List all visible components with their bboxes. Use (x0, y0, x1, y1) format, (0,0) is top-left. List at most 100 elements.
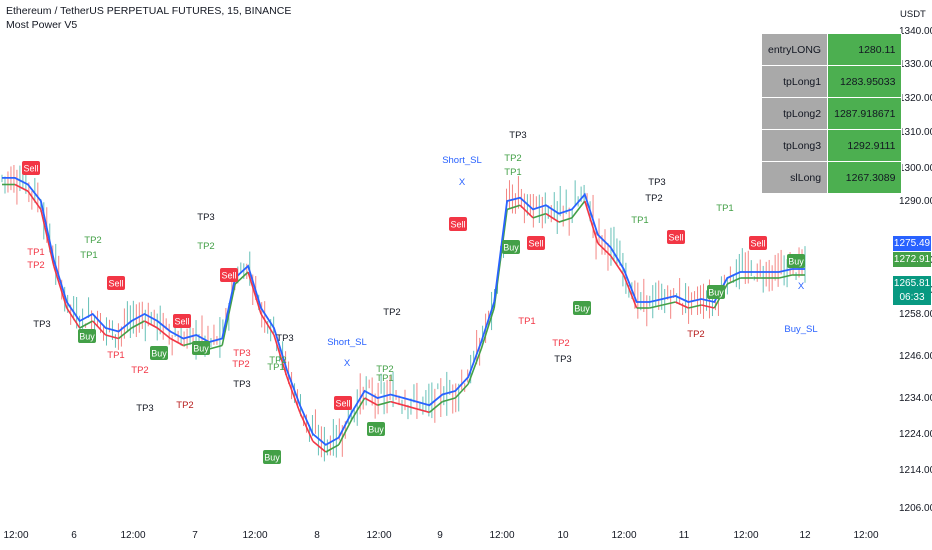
last-price-tag: 1265.81 (893, 276, 931, 291)
chart-annotation: TP2 (269, 355, 286, 366)
trend-line-segment (144, 320, 158, 329)
chart-annotation: TP3 (554, 354, 571, 365)
trend-line-segment (662, 301, 676, 306)
trend-line-segment (649, 304, 663, 309)
signal-badge-sell (22, 161, 40, 175)
signal-table-value: 1280.11 (827, 33, 903, 66)
chart-annotation: TP1 (80, 250, 97, 261)
chart-annotation: X (344, 358, 351, 369)
signal-badge-label: Sell (450, 220, 465, 230)
signal-badge-sell (107, 276, 125, 290)
signal-badge-label: Sell (23, 164, 38, 174)
trend-line-segment (571, 200, 586, 219)
signal-table-value: 1267.3089 (827, 161, 903, 194)
chart-annotation: TP3 (648, 177, 665, 188)
signal-badge-sell (749, 236, 767, 250)
trend-line-segment (675, 301, 689, 309)
trend-line-segment (40, 209, 55, 267)
trend-line-segment (66, 307, 81, 329)
signal-badge-buy (367, 422, 385, 436)
chart-annotation: TP2 (552, 338, 569, 349)
trend-line-segment (156, 327, 171, 340)
chart-annotation: TP2 (687, 329, 704, 340)
signal-table-row: slLong 1267.3089 (760, 161, 903, 194)
chart-annotation: TP1 (518, 316, 535, 327)
signal-badge-label: Buy (574, 304, 590, 314)
y-tick-label: 1310.00 (899, 127, 932, 138)
y-tick-label: 1246.00 (899, 351, 932, 362)
signal-table: entryLONG 1280.11 tpLong1 1283.95033 tpLong2… (760, 33, 903, 194)
signal-badge-label: Buy (368, 425, 384, 435)
chart-annotation: TP1 (27, 247, 44, 258)
signal-badge-sell (449, 217, 467, 231)
chart-annotation: Short_SL (327, 337, 367, 348)
trend-line-segment (27, 190, 42, 210)
trend-line-segment (688, 304, 702, 309)
trend-line-segment (14, 183, 29, 192)
trend-line-segment (92, 320, 107, 336)
signal-badge-buy (707, 285, 725, 299)
trend-line-segment (247, 271, 262, 315)
x-tick-label: 12:00 (489, 530, 514, 541)
x-tick-label: 11 (679, 530, 690, 541)
chart-annotation: TP2 (376, 364, 393, 375)
signal-badge-label: Buy (788, 257, 804, 267)
trend-line-segment (169, 337, 184, 347)
trend-line-segment (79, 320, 94, 329)
x-tick-label: 10 (557, 530, 569, 541)
countdown-tag: 06:33 (893, 290, 931, 305)
chart-annotation: TP2 (197, 241, 214, 252)
trend-line-segment (325, 444, 340, 453)
trend-line-segment (778, 274, 793, 279)
y-tick-label: 1340.00 (899, 26, 932, 37)
signal-badge-buy (150, 346, 168, 360)
trend-line-segment (545, 212, 560, 223)
trend-line-segment (467, 348, 482, 385)
currency-label: USDT (900, 9, 926, 20)
chart-header: Ethereum / TetherUS PERPETUAL FUTURES, 1… (6, 4, 291, 32)
signal-badge-label: Buy (264, 453, 280, 463)
chart-annotation: TP1 (504, 167, 521, 178)
y-tick-label: 1234.00 (899, 393, 932, 404)
signal-badge-label: Sell (750, 239, 765, 249)
chart-annotation: TP3 (276, 333, 293, 344)
trend-line-segment (584, 200, 599, 244)
signal-badge-buy (192, 341, 210, 355)
chart-annotation: TP3 (509, 130, 526, 141)
trend-line-segment (273, 334, 288, 378)
trend-line-segment (377, 400, 391, 406)
chart-annotation: TP3 (197, 212, 214, 223)
trend-line-segment (260, 313, 275, 336)
indicator-name[interactable]: Most Power V5 (6, 19, 78, 31)
signal-badge-sell (527, 236, 545, 250)
y-tick-label: 1320.00 (899, 93, 932, 104)
signal-badge-buy (573, 301, 591, 315)
signal-table-label: tpLong3 (760, 129, 829, 162)
y-tick-label: 1214.00 (899, 465, 932, 476)
signal-badge-label: Buy (503, 243, 519, 253)
signal-table-value: 1292.9111 (827, 129, 903, 162)
chart-annotation: TP2 (131, 365, 148, 376)
trend-line-segment (234, 271, 249, 285)
y-tick-label: 1224.00 (899, 429, 932, 440)
signal-table-value: 1283.95033 (827, 65, 903, 98)
symbol-title[interactable]: Ethereum / TetherUS PERPETUAL FUTURES, 1… (6, 5, 292, 17)
x-tick-label: 12:00 (120, 530, 145, 541)
chart-annotation: Buy_SL (784, 324, 817, 335)
signal-badge-buy (787, 254, 805, 268)
trend-line-segment (53, 265, 68, 309)
signal-table-label: entryLONG (760, 33, 829, 66)
chart-annotation: TP2 (504, 153, 521, 164)
signal-badge-label: Sell (174, 317, 189, 327)
signal-badge-label: Buy (193, 344, 209, 354)
trend-line-segment (532, 212, 547, 219)
chart-annotation: X (459, 177, 466, 188)
trend-line-segment (454, 383, 469, 399)
signal-badge-buy (78, 329, 96, 343)
chart-annotation: X (798, 281, 805, 292)
y-tick-label: 1330.00 (899, 59, 932, 70)
y-tick-label: 1206.00 (899, 503, 932, 514)
trend-line-price-tag: 1272.91 (893, 252, 931, 267)
trend-line-segment (403, 404, 417, 410)
